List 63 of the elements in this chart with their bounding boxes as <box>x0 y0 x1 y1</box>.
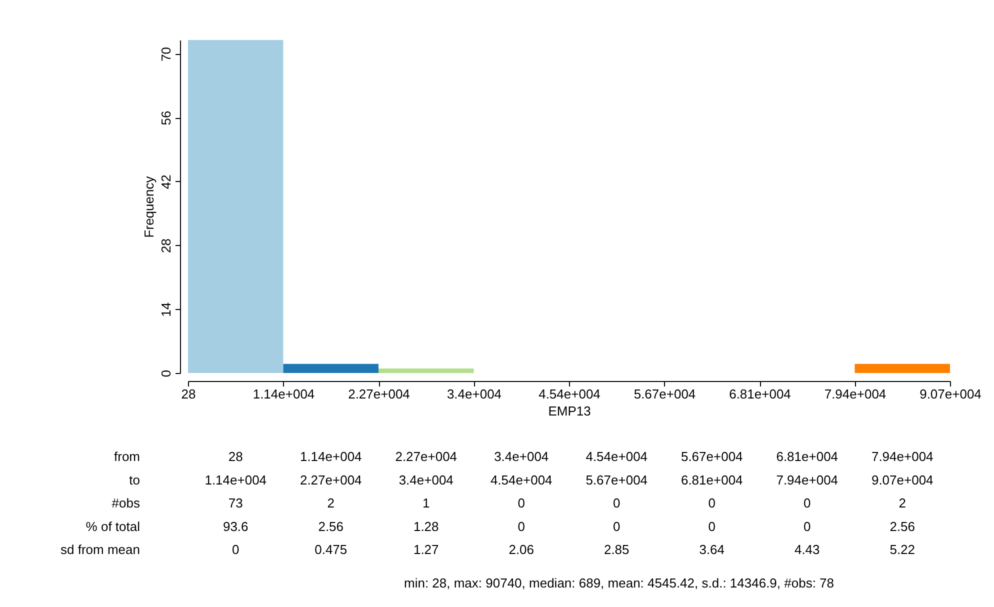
text: 73 <box>228 496 243 511</box>
text: 1 <box>422 496 430 511</box>
text: 5.22 <box>890 542 916 558</box>
text: 3.4e+004 <box>398 472 454 488</box>
y-tick-label: 70 <box>158 46 174 62</box>
text: 1.28 <box>413 518 439 534</box>
x-tick-label: 3.4e+004 <box>446 386 502 402</box>
text: 2 <box>898 496 906 511</box>
text: 0 <box>804 496 811 511</box>
text: 5.67e+004 <box>586 472 648 488</box>
x-tick-label: 28 <box>181 386 196 402</box>
text: 4.43 <box>794 542 820 558</box>
text: min: 28, max: 90740, median: 689, mean: 4545.42, s.d.: 14346.9, #obs: 78 <box>404 576 834 590</box>
x-axis-title: EMP13 <box>548 404 591 418</box>
text: 7.94e+004 <box>776 472 838 488</box>
text: 6.81e+004 <box>776 449 838 464</box>
text: 0 <box>708 518 716 534</box>
text: 2 <box>327 496 334 511</box>
y-tick-label: 42 <box>158 174 174 190</box>
text: 3.4e+004 <box>494 449 549 464</box>
text: to <box>129 472 140 488</box>
text: 1.14e+004 <box>300 449 362 464</box>
text: 0.475 <box>314 542 348 558</box>
y-tick-label: 56 <box>158 110 174 126</box>
x-tick-label: 6.81e+004 <box>729 386 791 402</box>
x-tick-label: 1.14e+004 <box>252 386 315 402</box>
y-tick-label: 0 <box>158 370 174 378</box>
text: 0 <box>613 518 620 534</box>
text: 0 <box>518 496 525 511</box>
y-tick-label: 14 <box>158 302 174 317</box>
text: 2.56 <box>890 518 916 534</box>
text: 5.67e+004 <box>680 449 743 464</box>
text: 2.27e+004 <box>300 472 362 488</box>
y-tick-label: 28 <box>158 238 174 254</box>
text: 2.27e+004 <box>395 449 458 464</box>
text: #obs <box>112 496 140 511</box>
text: 28 <box>228 449 243 464</box>
y-axis-title: Frequency <box>142 176 156 238</box>
text: 93.6 <box>222 518 248 534</box>
text: 9.07e+004 <box>871 472 934 488</box>
text: 1.14e+004 <box>204 472 267 488</box>
text: 0 <box>518 518 525 534</box>
text: 4.54e+004 <box>586 449 648 464</box>
text: % of total <box>86 518 140 534</box>
x-tick-label: 5.67e+004 <box>634 386 696 402</box>
text: 6.81e+004 <box>680 472 743 488</box>
text: 2.06 <box>508 542 534 558</box>
text: 0 <box>232 542 240 558</box>
text: 2.56 <box>318 518 344 534</box>
x-tick-label: 7.94e+004 <box>824 386 886 402</box>
text: 2.85 <box>604 542 630 558</box>
text: 3.64 <box>699 542 725 558</box>
text: 1.27 <box>413 542 439 558</box>
text: 0 <box>708 496 716 511</box>
text: from <box>114 449 140 464</box>
x-tick-label: 9.07e+004 <box>920 386 982 402</box>
x-tick-label: 2.27e+004 <box>348 386 410 402</box>
text: 0 <box>804 518 811 534</box>
text: 7.94e+004 <box>871 449 934 464</box>
x-tick-label: 4.54e+004 <box>538 386 600 402</box>
text: 0 <box>613 496 620 511</box>
text: sd from mean <box>60 542 140 558</box>
text: 4.54e+004 <box>490 472 552 488</box>
